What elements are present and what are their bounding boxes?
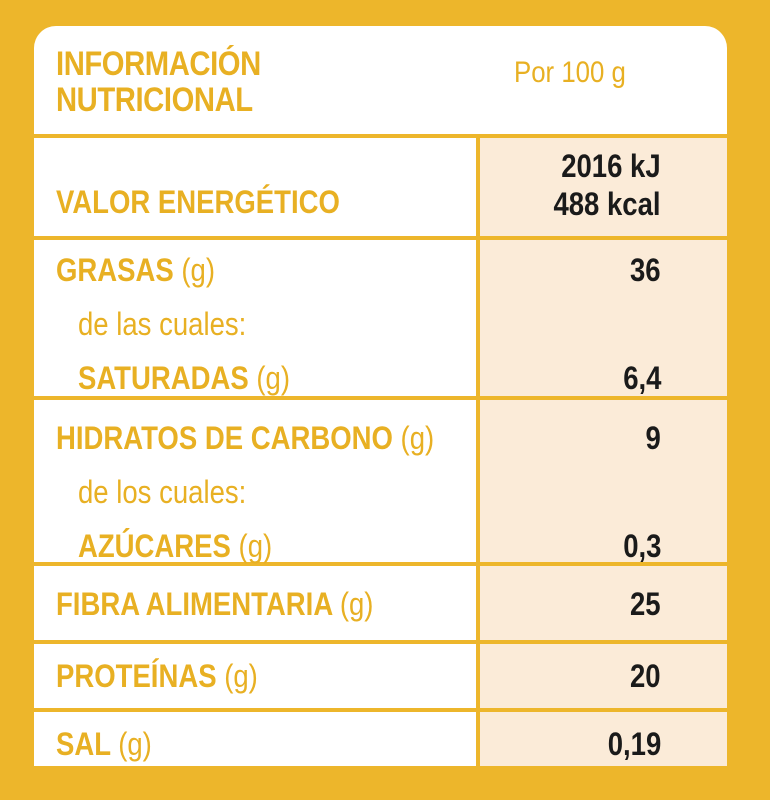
fats-unit: (g) bbox=[181, 252, 216, 288]
salt-name: SAL bbox=[56, 726, 111, 762]
fiber-value: 25 bbox=[630, 586, 661, 622]
energy-label: VALOR ENERGÉTICO bbox=[56, 184, 340, 220]
saturated-label: SATURADAS (g) bbox=[78, 360, 290, 397]
title-line-1: INFORMACIÓN bbox=[56, 45, 261, 83]
protein-value: 20 bbox=[630, 658, 661, 694]
saturated-name: SATURADAS bbox=[78, 360, 249, 396]
protein-name: PROTEÍNAS bbox=[56, 658, 217, 694]
energy-value-kj: 2016 kJ bbox=[561, 148, 661, 184]
salt-unit: (g) bbox=[118, 726, 152, 762]
divider bbox=[34, 708, 727, 712]
carbs-label: HIDRATOS DE CARBONO (g) bbox=[56, 420, 434, 457]
salt-value: 0,19 bbox=[607, 726, 661, 762]
saturated-value: 6,4 bbox=[622, 360, 661, 396]
fats-sub-intro: de las cuales: bbox=[78, 306, 247, 342]
sugars-label: AZÚCARES (g) bbox=[78, 528, 272, 565]
protein-unit: (g) bbox=[224, 658, 258, 694]
column-divider bbox=[476, 138, 480, 766]
table-header: INFORMACIÓN NUTRICIONAL Por 100 g bbox=[34, 26, 727, 134]
protein-label: PROTEÍNAS (g) bbox=[56, 658, 258, 695]
values-column-background bbox=[480, 138, 727, 766]
fiber-name: FIBRA ALIMENTARIA bbox=[56, 586, 333, 622]
title-line-2: NUTRICIONAL bbox=[56, 81, 253, 119]
nutrition-table: INFORMACIÓN NUTRICIONAL Por 100 g VALOR … bbox=[34, 26, 727, 766]
table-title: INFORMACIÓN NUTRICIONAL bbox=[56, 46, 261, 118]
carbs-value: 9 bbox=[645, 420, 661, 456]
carbs-name: HIDRATOS DE CARBONO bbox=[56, 420, 393, 456]
sugars-value: 0,3 bbox=[622, 528, 661, 564]
divider bbox=[34, 236, 727, 240]
sugars-name: AZÚCARES bbox=[78, 528, 231, 564]
salt-label: SAL (g) bbox=[56, 726, 152, 763]
fats-value: 36 bbox=[630, 252, 661, 288]
fats-name: GRASAS bbox=[56, 252, 174, 288]
fiber-unit: (g) bbox=[339, 586, 374, 622]
divider bbox=[34, 396, 727, 400]
carbs-unit: (g) bbox=[400, 420, 435, 456]
saturated-unit: (g) bbox=[256, 360, 291, 396]
divider bbox=[34, 134, 727, 138]
sugars-unit: (g) bbox=[238, 528, 273, 564]
divider bbox=[34, 562, 727, 566]
carbs-sub-intro: de los cuales: bbox=[78, 474, 247, 510]
fiber-label: FIBRA ALIMENTARIA (g) bbox=[56, 586, 373, 623]
fats-label: GRASAS (g) bbox=[56, 252, 215, 289]
energy-value-kcal: 488 kcal bbox=[553, 186, 661, 222]
divider bbox=[34, 640, 727, 644]
per-100g-label: Por 100 g bbox=[514, 56, 626, 89]
